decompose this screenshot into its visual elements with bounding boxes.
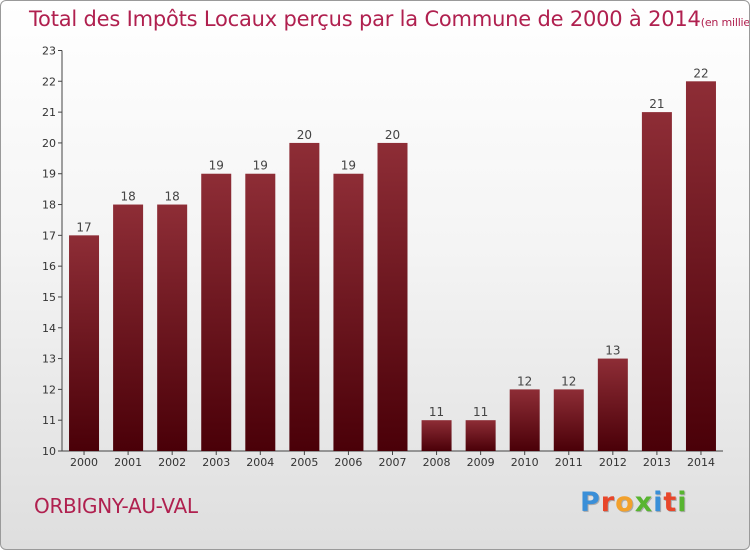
y-tick-label: 12 — [42, 383, 56, 396]
y-tick-label: 11 — [42, 414, 56, 427]
x-tick-label: 2004 — [246, 456, 274, 469]
x-tick-label: 2008 — [423, 456, 451, 469]
bar-value-label: 20 — [385, 128, 400, 142]
bar-2013 — [641, 112, 672, 451]
y-tick-label: 10 — [42, 445, 56, 458]
bar-value-label: 21 — [649, 97, 664, 111]
x-tick-label: 2010 — [511, 456, 539, 469]
x-tick-label: 2001 — [114, 456, 142, 469]
x-tick-label: 2005 — [290, 456, 318, 469]
logo-letter: x — [634, 487, 654, 518]
bar-value-label: 18 — [120, 190, 135, 204]
y-tick-label: 22 — [42, 75, 56, 88]
bar-2006 — [333, 173, 364, 451]
bar-2002 — [157, 204, 188, 451]
bar-value-label: 11 — [429, 405, 444, 419]
y-tick-label: 18 — [42, 199, 56, 212]
bar-value-label: 17 — [76, 220, 91, 234]
bar-2009 — [465, 420, 496, 451]
bar-2007 — [377, 142, 408, 451]
logo-letter: i — [653, 487, 664, 518]
x-tick-label: 2007 — [379, 456, 407, 469]
commune-name: ORBIGNY-AU-VAL — [34, 494, 198, 518]
y-tick-label: 23 — [42, 45, 56, 58]
logo-letter: o — [615, 487, 635, 518]
bar-2004 — [245, 173, 276, 451]
y-tick-label: 17 — [42, 229, 56, 242]
y-tick-label: 13 — [42, 353, 56, 366]
y-tick-label: 15 — [42, 291, 56, 304]
proxiti-logo: Proxiti — [580, 487, 688, 518]
logo-letter: P — [580, 487, 601, 518]
bar-value-label: 18 — [165, 190, 180, 204]
bar-2005 — [289, 142, 320, 451]
y-tick-label: 19 — [42, 168, 56, 181]
bar-2003 — [201, 173, 232, 451]
logo-letter: r — [600, 487, 616, 518]
bar-value-label: 12 — [517, 374, 532, 388]
bar-2008 — [421, 420, 452, 451]
bar-value-label: 20 — [297, 128, 312, 142]
bar-2000 — [69, 235, 100, 451]
y-tick-label: 14 — [42, 322, 56, 335]
x-tick-label: 2000 — [70, 456, 98, 469]
bar-2001 — [113, 204, 144, 451]
x-tick-label: 2003 — [202, 456, 230, 469]
chart-unit: (en milliers d'€) — [700, 16, 750, 29]
bar-2012 — [597, 358, 628, 451]
x-tick-label: 2014 — [687, 456, 715, 469]
x-tick-label: 2013 — [643, 456, 671, 469]
bar-2011 — [553, 389, 584, 451]
bar-value-label: 12 — [561, 374, 576, 388]
y-tick-label: 21 — [42, 106, 56, 119]
x-tick-label: 2002 — [158, 456, 186, 469]
y-tick-label: 20 — [42, 137, 56, 150]
x-tick-label: 2012 — [599, 456, 627, 469]
x-tick-label: 2009 — [467, 456, 495, 469]
logo-letter: i — [677, 487, 688, 518]
x-tick-label: 2006 — [334, 456, 362, 469]
x-tick-label: 2011 — [555, 456, 583, 469]
bar-2014 — [685, 81, 716, 452]
bar-value-label: 11 — [473, 405, 488, 419]
logo-letter: t — [663, 487, 678, 518]
bar-value-label: 19 — [341, 159, 356, 173]
y-tick-label: 16 — [42, 260, 56, 273]
bar-value-label: 19 — [209, 159, 224, 173]
bar-value-label: 22 — [693, 66, 708, 80]
chart-title: Total des Impôts Locaux perçus par la Co… — [29, 7, 750, 31]
bar-value-label: 19 — [253, 159, 268, 173]
bar-value-label: 13 — [605, 344, 620, 358]
bar-2010 — [509, 389, 540, 451]
